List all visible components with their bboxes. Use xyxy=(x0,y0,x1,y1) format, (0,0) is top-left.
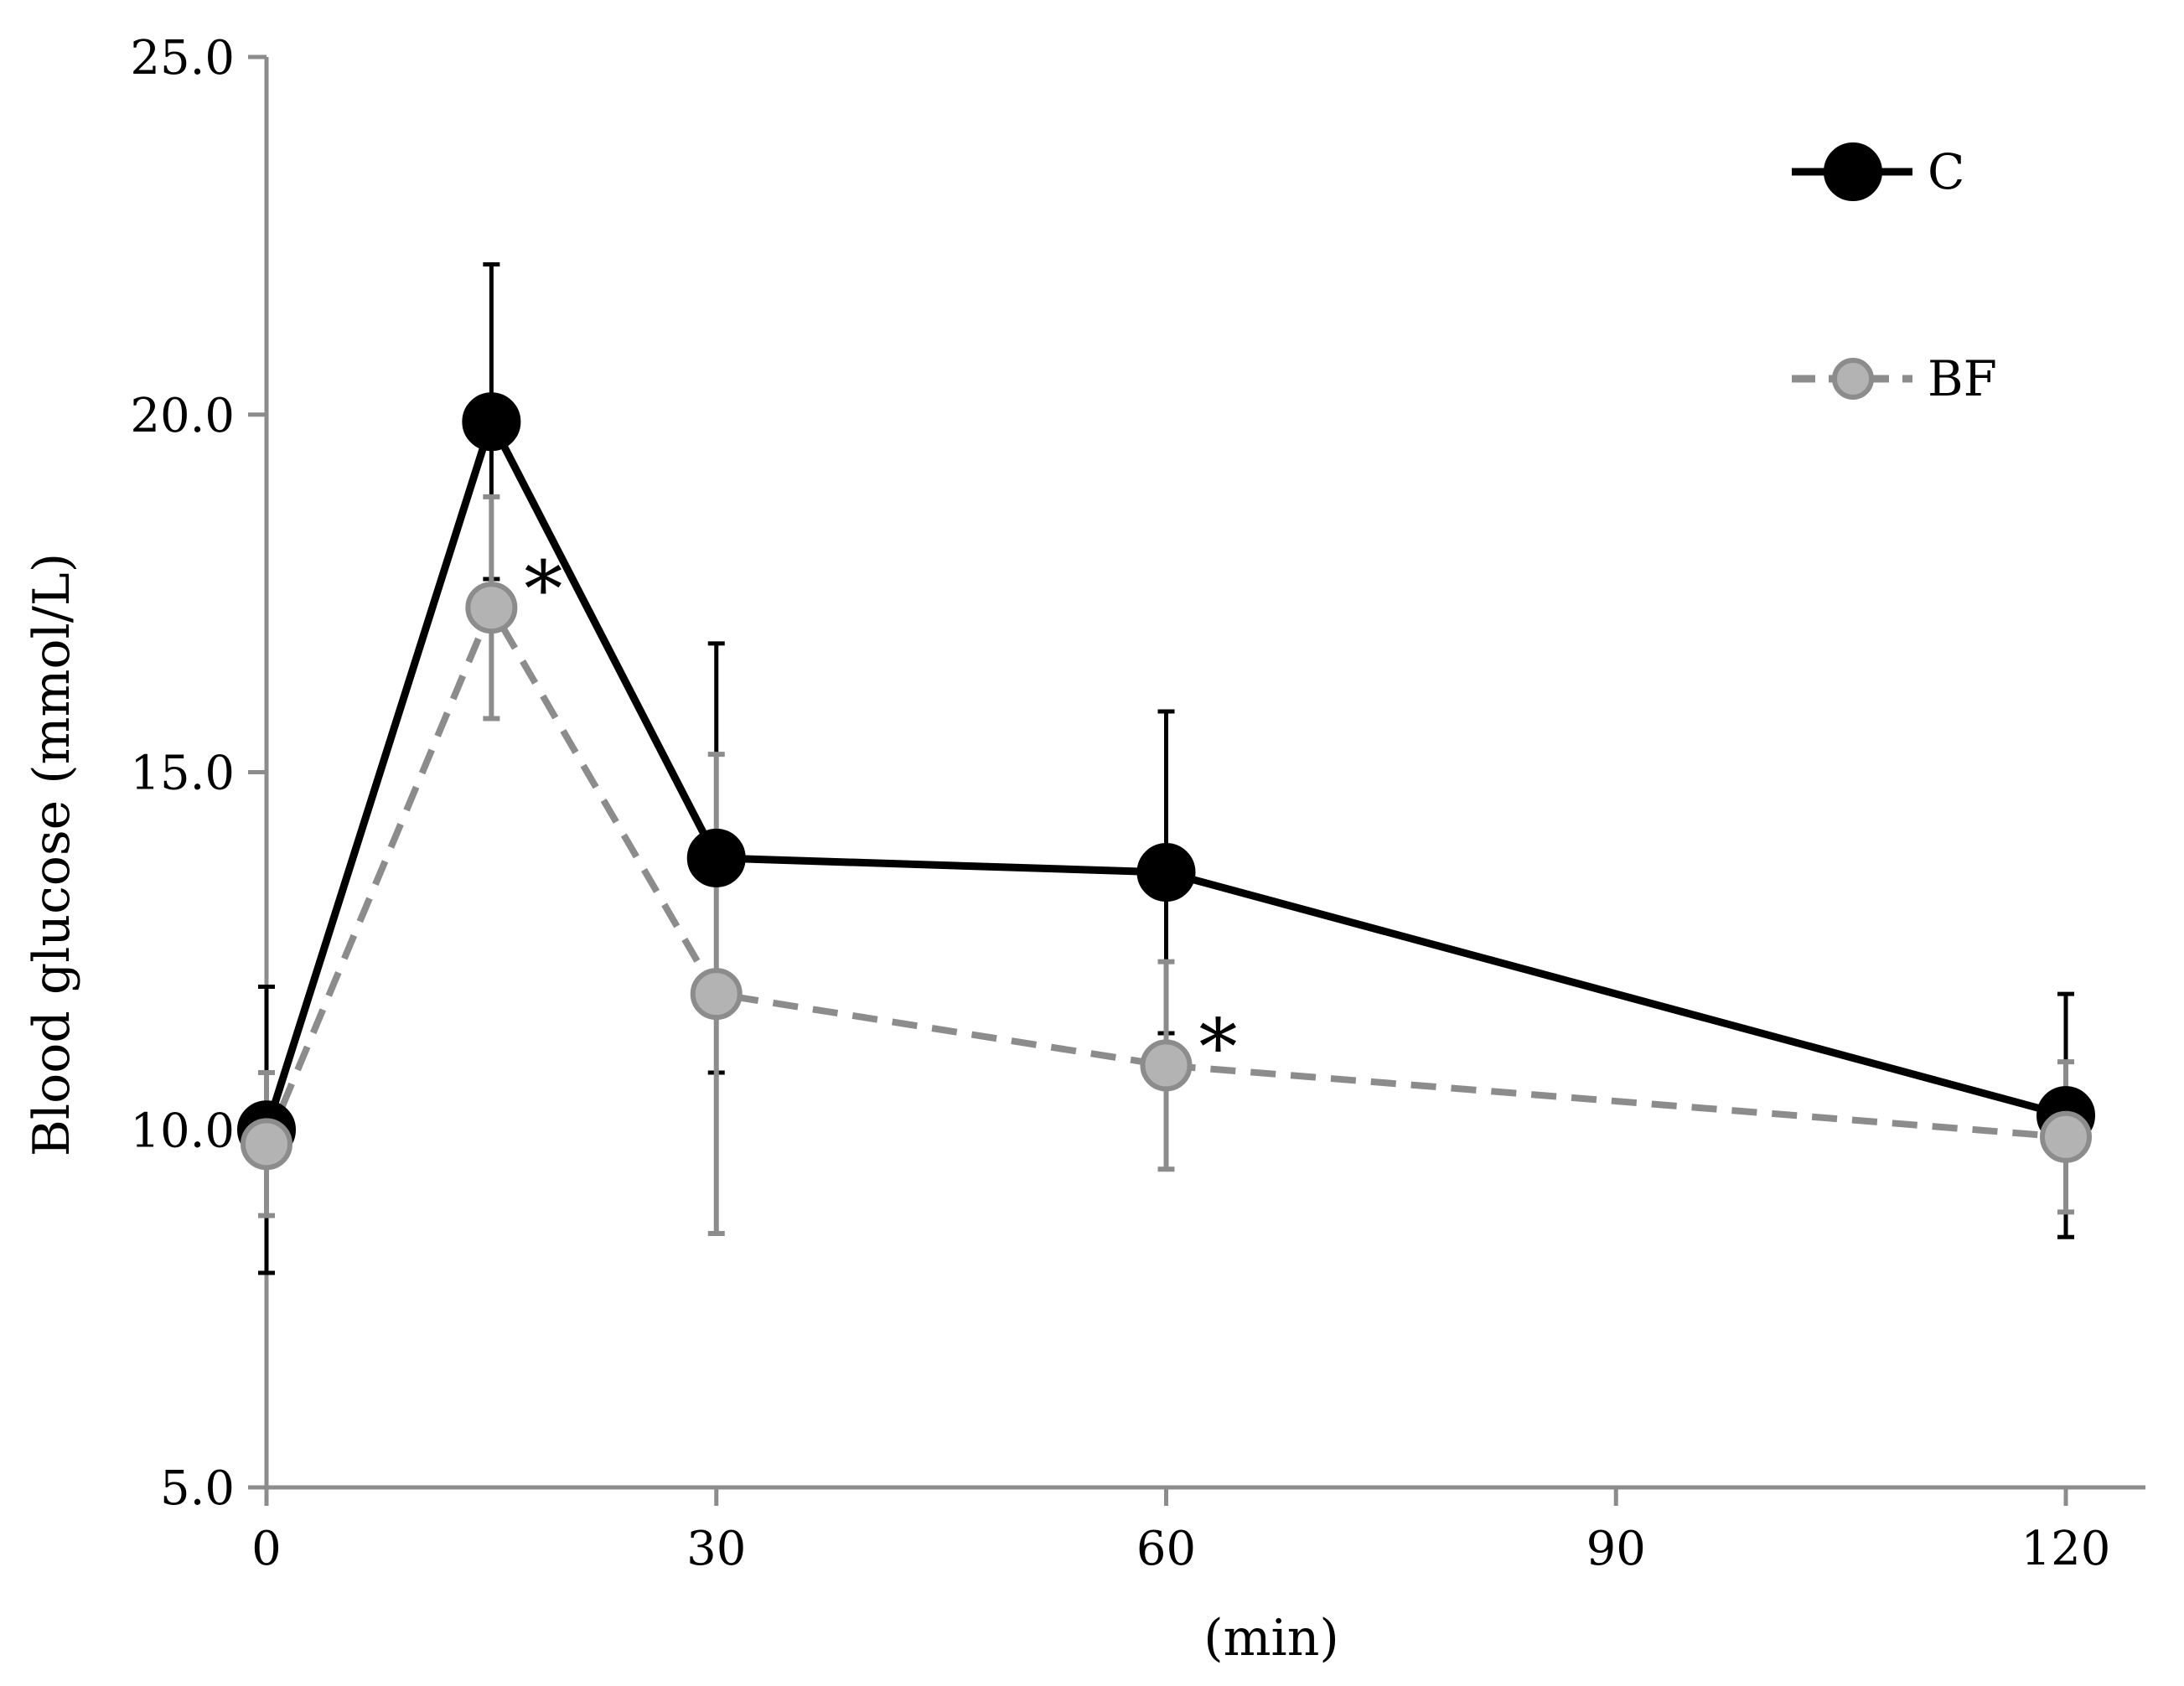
legend-item-bf: BF xyxy=(1792,350,1997,407)
legend-item-c: C xyxy=(1792,142,1964,201)
axis-ticks xyxy=(248,54,2068,1506)
legend-label-bf: BF xyxy=(1928,350,1997,407)
axes xyxy=(264,57,2145,1490)
x-axis-title: (min) xyxy=(1203,1609,1339,1668)
data-point-bf xyxy=(2040,1110,2092,1163)
x-tick-label: 30 xyxy=(686,1522,746,1576)
error-bars xyxy=(258,262,2074,1275)
y-tick-label: 20.0 xyxy=(130,389,235,443)
y-tick-label: 5.0 xyxy=(160,1461,235,1516)
x-tick-label: 0 xyxy=(251,1522,282,1576)
data-point-c xyxy=(462,392,521,452)
x-tick-label: 120 xyxy=(2021,1522,2111,1576)
y-tick-label: 10.0 xyxy=(130,1104,235,1158)
data-point-c xyxy=(1136,842,1196,902)
axis-tick-labels: 5.0 10.0 15.0 20.0 25.0 0 30 60 90 120 xyxy=(130,31,2110,1576)
y-axis-title: Blood glucose (mmol/L) xyxy=(23,553,81,1156)
x-tick-label: 60 xyxy=(1136,1522,1196,1576)
data-point-bf xyxy=(690,968,743,1021)
significance-annotations: ** xyxy=(524,545,1237,1092)
legend: C BF xyxy=(1792,142,1997,407)
data-point-bf xyxy=(241,1118,292,1171)
data-point-bf xyxy=(465,582,518,634)
legend-marker-c xyxy=(1824,142,1882,201)
significance-asterisk: * xyxy=(1199,1002,1238,1092)
y-tick-label: 25.0 xyxy=(130,31,235,85)
x-tick-label: 90 xyxy=(1586,1522,1646,1576)
significance-asterisk: * xyxy=(524,545,562,634)
series-markers xyxy=(237,392,2095,1171)
legend-label-c: C xyxy=(1928,143,1964,200)
data-point-c xyxy=(686,828,746,887)
data-point-bf xyxy=(1140,1039,1193,1092)
legend-marker-bf xyxy=(1832,358,1874,400)
y-tick-label: 15.0 xyxy=(130,747,235,801)
